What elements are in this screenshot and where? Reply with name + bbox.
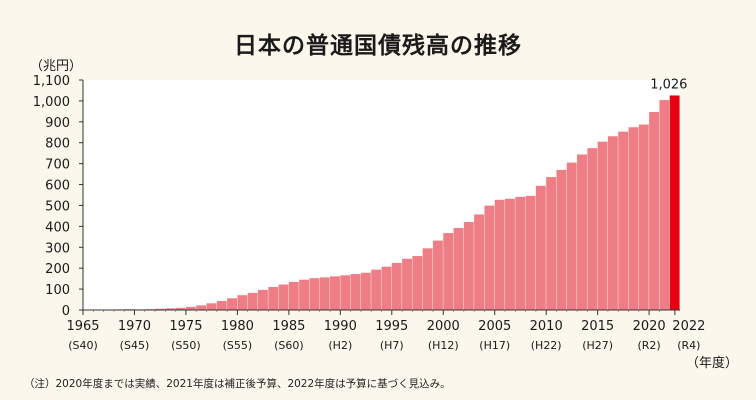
bar bbox=[247, 292, 258, 310]
x-tick-label-era: (S50) bbox=[171, 339, 201, 352]
bar bbox=[432, 240, 443, 310]
bar bbox=[257, 289, 268, 310]
y-tick-label: 1,100 bbox=[33, 74, 70, 89]
bar bbox=[381, 266, 392, 310]
y-tick-label: 200 bbox=[45, 262, 70, 277]
bar bbox=[566, 162, 577, 310]
bar bbox=[628, 127, 639, 310]
bar bbox=[196, 305, 207, 310]
bar bbox=[453, 228, 464, 310]
bar bbox=[484, 205, 495, 310]
bar bbox=[155, 308, 165, 310]
y-tick-label: 400 bbox=[45, 220, 70, 235]
x-tick-label-year: 1970 bbox=[118, 319, 151, 334]
bar bbox=[546, 177, 557, 310]
bar bbox=[443, 233, 454, 310]
bar bbox=[474, 214, 485, 310]
x-tick-label-era: (H2) bbox=[328, 339, 352, 352]
bar bbox=[494, 199, 505, 310]
bar bbox=[391, 262, 402, 310]
bar bbox=[216, 301, 227, 310]
bar bbox=[330, 276, 340, 310]
x-tick-label-year: 1990 bbox=[324, 319, 357, 334]
x-tick-label-era: (H12) bbox=[428, 339, 459, 352]
bar bbox=[463, 221, 474, 310]
bar bbox=[371, 269, 382, 310]
x-tick-label-year: 2005 bbox=[478, 319, 511, 334]
x-axis-suffix-label: （年度） bbox=[686, 355, 738, 371]
bar bbox=[556, 169, 567, 310]
bar bbox=[237, 295, 248, 310]
x-tick-label-era: (S60) bbox=[274, 339, 304, 352]
bar bbox=[649, 111, 660, 310]
x-tick-label-year: 2000 bbox=[427, 319, 460, 334]
bar bbox=[278, 284, 289, 310]
x-tick-label-year: 1965 bbox=[66, 319, 99, 334]
bar bbox=[607, 136, 618, 310]
bar bbox=[360, 272, 371, 310]
y-tick-label: 900 bbox=[45, 116, 70, 131]
x-tick-label-year: 1980 bbox=[221, 319, 254, 334]
y-tick-label: 1,000 bbox=[33, 95, 70, 110]
bar bbox=[299, 279, 310, 310]
x-tick-label-year: 2015 bbox=[581, 319, 614, 334]
bar bbox=[515, 196, 526, 310]
bar bbox=[319, 277, 330, 310]
bar bbox=[350, 274, 361, 310]
footnote: （注）2020年度までは実績、2021年度は補正後予算、2022年度は予算に基づ… bbox=[24, 378, 451, 390]
x-tick-label-era: (R4) bbox=[677, 339, 700, 352]
x-tick-label-year: 2022 bbox=[672, 319, 705, 334]
x-tick-label-era: (S45) bbox=[120, 339, 150, 352]
bar bbox=[422, 248, 433, 310]
bar bbox=[206, 303, 217, 310]
y-tick-label: 800 bbox=[45, 137, 70, 152]
bar bbox=[309, 278, 320, 310]
bar bbox=[597, 141, 608, 310]
bar bbox=[340, 275, 351, 310]
x-tick-label-era: (H27) bbox=[582, 339, 613, 352]
y-axis-unit-label: （兆円） bbox=[30, 59, 83, 74]
x-tick-label-year: 2020 bbox=[633, 319, 666, 334]
y-tick-label: 700 bbox=[45, 158, 70, 173]
bar bbox=[535, 185, 546, 310]
bar bbox=[587, 148, 598, 310]
y-tick-label: 600 bbox=[45, 179, 70, 194]
bar bbox=[185, 306, 196, 310]
x-tick-label-era: (S55) bbox=[223, 339, 253, 352]
bar bbox=[165, 308, 176, 310]
bar bbox=[525, 195, 536, 310]
bar bbox=[638, 124, 649, 310]
chart-title: 日本の普通国債残高の推移 bbox=[234, 33, 522, 59]
y-tick-label: 300 bbox=[45, 241, 70, 256]
bar-highlight bbox=[669, 95, 680, 311]
bar bbox=[659, 100, 670, 310]
x-tick-label-era: (H17) bbox=[479, 339, 510, 352]
bar bbox=[505, 198, 515, 310]
y-tick-label: 500 bbox=[45, 199, 70, 214]
x-tick-label-era: (H7) bbox=[380, 339, 404, 352]
y-tick-label: 0 bbox=[62, 304, 70, 319]
bar bbox=[577, 154, 587, 310]
x-tick-label-era: (H22) bbox=[531, 339, 562, 352]
x-tick-label-era: (R2) bbox=[638, 339, 661, 352]
x-tick-label-year: 2010 bbox=[530, 319, 563, 334]
bar bbox=[412, 256, 423, 310]
bar bbox=[618, 131, 629, 310]
x-tick-label-year: 1975 bbox=[169, 319, 202, 334]
x-tick-label-year: 1995 bbox=[375, 319, 408, 334]
bar bbox=[227, 298, 237, 310]
bar bbox=[288, 281, 299, 310]
bar bbox=[402, 258, 412, 310]
x-tick-label-year: 1985 bbox=[272, 319, 305, 334]
x-tick-label-era: (S40) bbox=[68, 339, 98, 352]
y-tick-label: 100 bbox=[45, 283, 70, 298]
highlight-value-label: 1,026 bbox=[650, 77, 687, 92]
bar bbox=[175, 307, 186, 310]
bar bbox=[268, 287, 279, 310]
